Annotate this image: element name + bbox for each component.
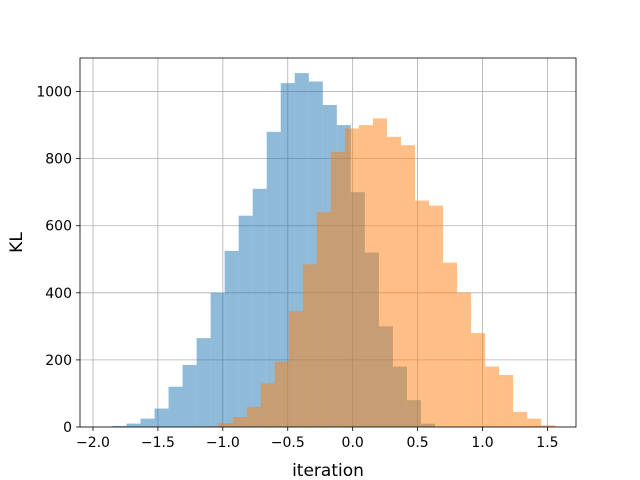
histogram-bar [414, 200, 430, 427]
x-tick-label: −2.0 [76, 435, 110, 451]
histogram-bar [344, 128, 359, 428]
histogram-bar [274, 361, 289, 427]
x-tick-label: 1.0 [471, 435, 493, 451]
histogram-bar [168, 386, 183, 427]
histogram-bar [252, 188, 267, 427]
y-tick-label: 400 [45, 286, 72, 302]
histogram-bar [372, 118, 387, 427]
x-axis-ticks: −2.0 −1.5 −1.0 −0.5 0.0 0.5 1.0 1.5 [76, 427, 559, 451]
plot-frame [79, 57, 577, 428]
histogram-bar [541, 425, 556, 427]
x-tick-label: 0.5 [406, 435, 428, 451]
histogram-bar [266, 131, 281, 428]
histogram-bar [443, 262, 458, 427]
histogram-bar [485, 366, 500, 427]
y-tick-label: 800 [45, 152, 72, 168]
histogram-bar [196, 338, 211, 427]
x-tick-label: −1.0 [206, 435, 240, 451]
histogram-bar [527, 418, 542, 427]
histogram-bar [182, 364, 197, 427]
histogram-bar [210, 292, 225, 427]
histogram-bar [316, 212, 331, 427]
histogram-bar [224, 250, 239, 427]
histogram-bar [112, 425, 127, 427]
histogram-bar [232, 416, 247, 427]
histogram-bar [246, 406, 261, 427]
histogram-bars [112, 73, 556, 428]
histogram-bar [358, 125, 373, 427]
histogram-bar [386, 136, 401, 427]
y-tick-label: 600 [45, 219, 72, 235]
y-tick-label: 0 [63, 420, 72, 436]
histogram-bar [302, 264, 317, 427]
x-axis-label: iteration [292, 461, 364, 480]
histogram-bar [499, 375, 514, 427]
y-axis-ticks: 0 200 400 600 800 1000 [36, 85, 80, 436]
y-tick-label: 1000 [36, 85, 72, 101]
histogram-bar [126, 423, 141, 427]
y-tick-label: 200 [45, 353, 72, 369]
histogram-bar [471, 333, 486, 427]
histogram-bar [238, 215, 253, 427]
series-1 [204, 118, 556, 428]
histogram-bar [457, 292, 472, 427]
histogram-bar [330, 151, 345, 427]
x-tick-label: 1.5 [536, 435, 558, 451]
x-tick-label: −0.5 [271, 435, 305, 451]
histogram-bar [400, 145, 415, 427]
x-tick-label: −1.5 [141, 435, 175, 451]
histogram-bar [429, 205, 444, 427]
x-tick-label: 0.0 [342, 435, 364, 451]
histogram-bar [140, 418, 155, 427]
histogram-bar [513, 411, 528, 427]
y-axis-label: KL [7, 232, 27, 253]
histogram-bar [218, 422, 233, 427]
histogram-bar [288, 311, 303, 427]
histogram-bar [260, 383, 275, 427]
histogram-bar [154, 408, 169, 427]
